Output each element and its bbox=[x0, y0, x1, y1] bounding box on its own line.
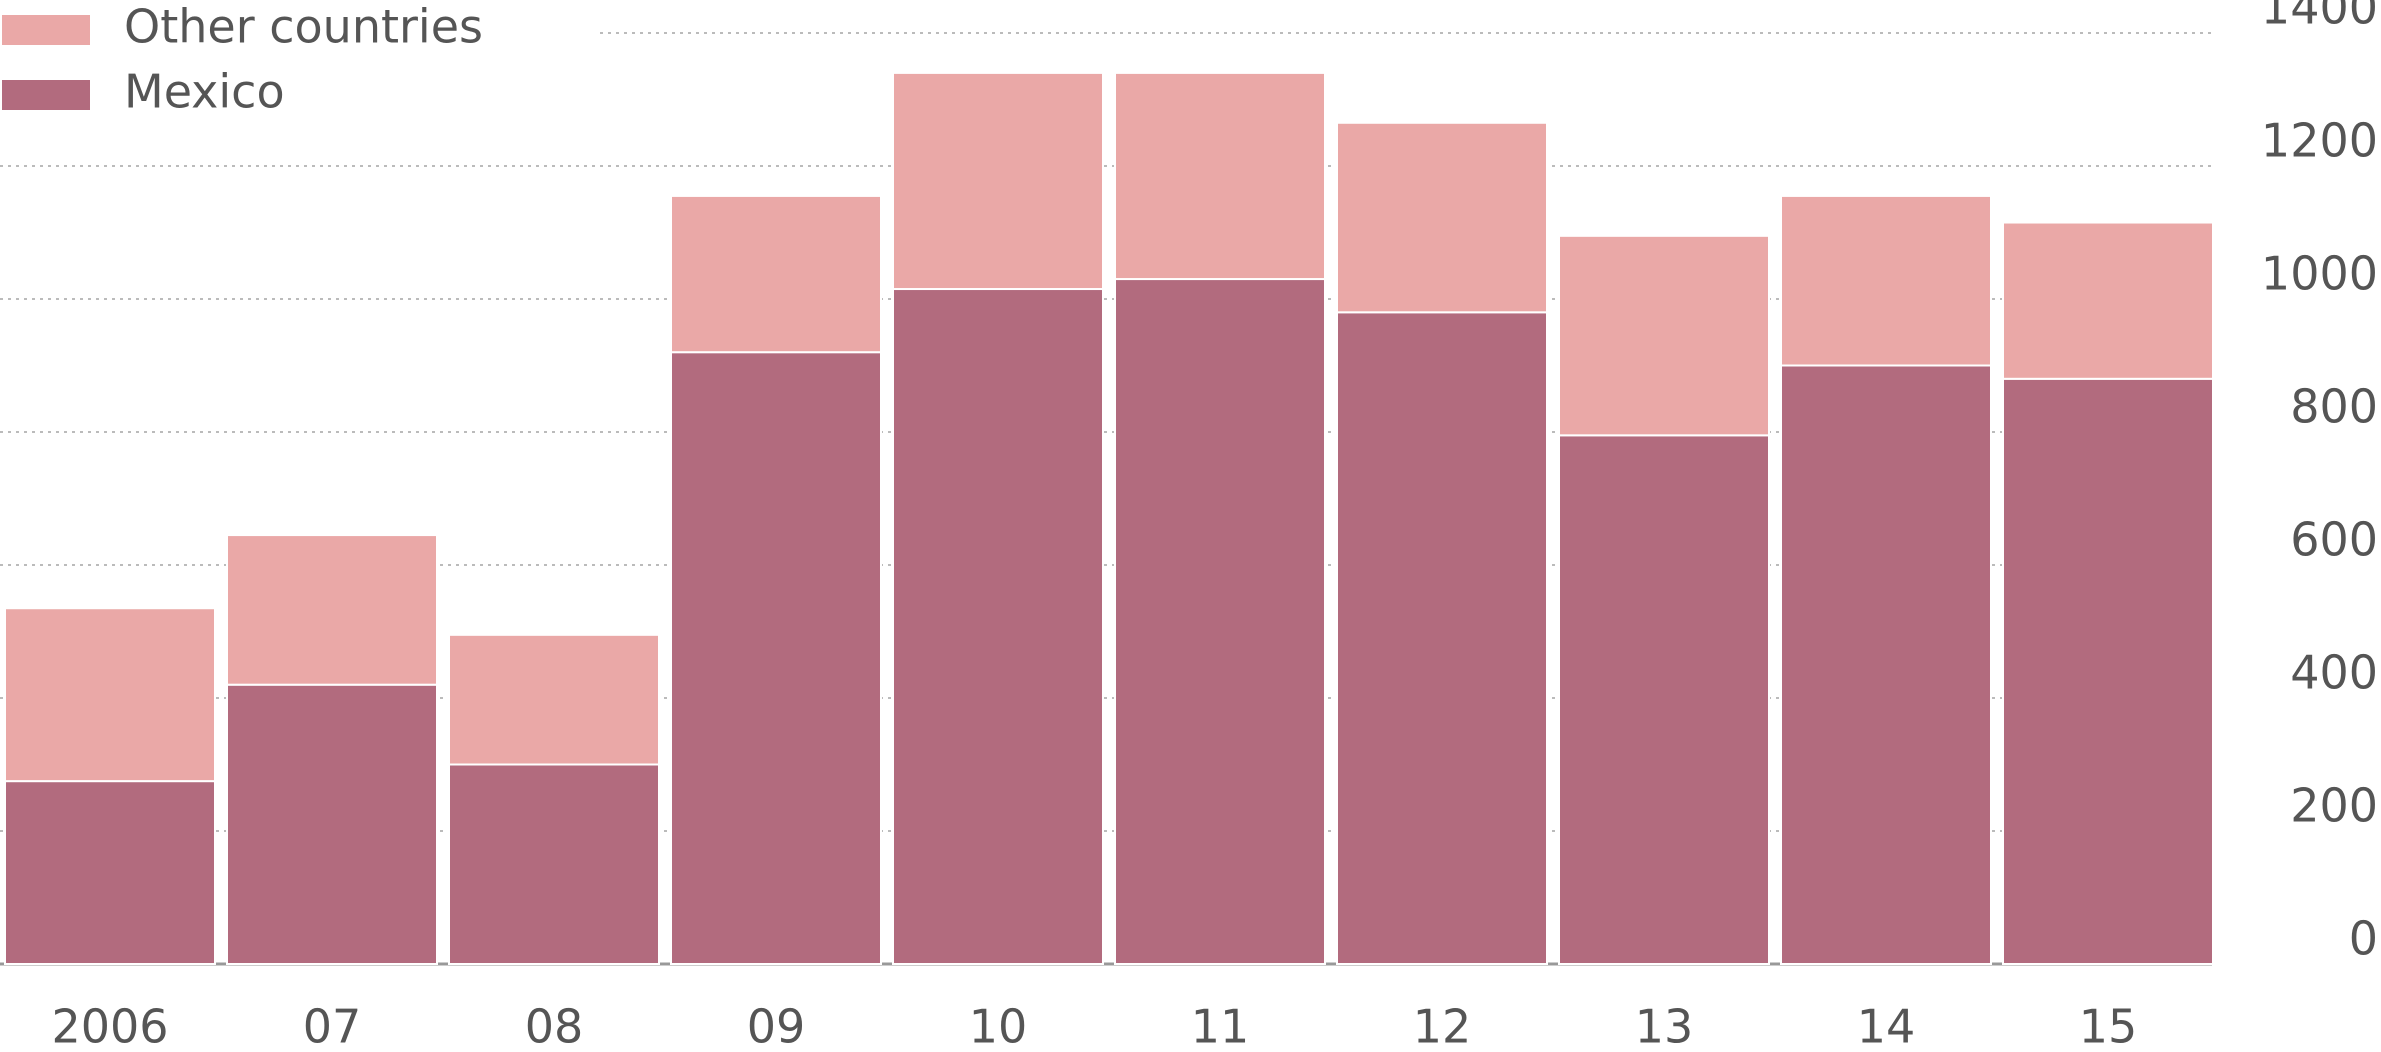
y-tick-label: 1000 bbox=[2261, 247, 2378, 301]
y-tick-label: 1200 bbox=[2261, 114, 2378, 168]
legend-label: Mexico bbox=[124, 65, 285, 119]
legend-swatch bbox=[2, 15, 90, 45]
bar-segment bbox=[892, 71, 1104, 291]
legend-swatch bbox=[2, 80, 90, 110]
bar-segment bbox=[1780, 194, 1992, 367]
x-tick-label: 13 bbox=[1635, 1000, 1694, 1052]
bar-segment bbox=[226, 534, 438, 686]
legend-label: Other countries bbox=[124, 0, 483, 54]
bar-segment bbox=[1780, 364, 1992, 965]
x-tick-label: 15 bbox=[2079, 1000, 2138, 1052]
bar-segment bbox=[1114, 71, 1326, 281]
bar-segment bbox=[4, 607, 216, 783]
bar-segment bbox=[226, 683, 438, 965]
bar-segment bbox=[448, 633, 660, 766]
x-tick-label: 08 bbox=[525, 1000, 584, 1052]
bar-segment bbox=[1114, 278, 1326, 965]
bar-segment bbox=[448, 763, 660, 965]
bar-segment bbox=[1558, 234, 1770, 437]
bar-segment bbox=[4, 780, 216, 965]
bar-segment bbox=[1336, 311, 1548, 965]
x-tick-label: 12 bbox=[1413, 1000, 1472, 1052]
y-tick-label: 0 bbox=[2349, 912, 2378, 966]
y-tick-label: 600 bbox=[2290, 513, 2378, 567]
x-tick-label: 10 bbox=[969, 1000, 1028, 1052]
x-tick-label: 2006 bbox=[51, 1000, 168, 1052]
x-tick-label: 14 bbox=[1857, 1000, 1916, 1052]
y-tick-label: 800 bbox=[2290, 380, 2378, 434]
bar-segment bbox=[1336, 121, 1548, 314]
y-tick-label: 1400 bbox=[2261, 0, 2378, 35]
bar-segment bbox=[892, 288, 1104, 965]
y-tick-label: 200 bbox=[2290, 779, 2378, 833]
x-tick-label: 07 bbox=[303, 1000, 362, 1052]
bar-segment bbox=[2002, 377, 2214, 965]
y-tick-label: 400 bbox=[2290, 646, 2378, 700]
legend-background bbox=[0, 0, 600, 120]
bar-segment bbox=[670, 351, 882, 965]
bar-segment bbox=[1558, 434, 1770, 965]
bar-segment bbox=[2002, 221, 2214, 380]
bar-segment bbox=[670, 194, 882, 354]
x-tick-label: 11 bbox=[1191, 1000, 1250, 1052]
x-tick-label: 09 bbox=[747, 1000, 806, 1052]
